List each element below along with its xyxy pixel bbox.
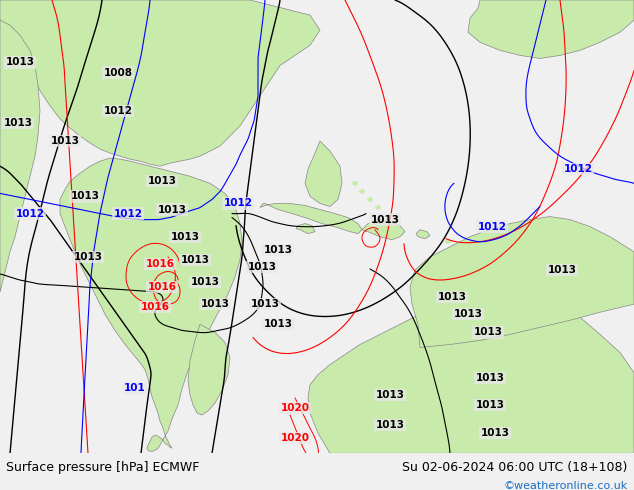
Text: 101: 101 [124, 383, 146, 393]
Polygon shape [416, 230, 430, 239]
Text: 1008: 1008 [103, 68, 133, 77]
Polygon shape [362, 220, 405, 240]
Text: 1012: 1012 [113, 209, 143, 219]
Text: 1013: 1013 [264, 319, 292, 329]
Text: Surface pressure [hPa] ECMWF: Surface pressure [hPa] ECMWF [6, 461, 200, 474]
Text: 1013: 1013 [437, 292, 467, 302]
Text: 1012: 1012 [477, 221, 507, 232]
Polygon shape [188, 324, 230, 415]
Text: 1013: 1013 [474, 327, 503, 338]
Text: 1013: 1013 [157, 204, 186, 215]
Text: 1012: 1012 [224, 198, 252, 208]
Polygon shape [308, 284, 634, 453]
Text: 1013: 1013 [548, 265, 576, 275]
Text: 1020: 1020 [280, 433, 309, 443]
Text: 1013: 1013 [51, 136, 79, 146]
Text: 1013: 1013 [476, 400, 505, 410]
Text: 1013: 1013 [250, 299, 280, 309]
Text: 1013: 1013 [375, 390, 404, 400]
Text: 1012: 1012 [103, 106, 133, 116]
Ellipse shape [359, 189, 365, 194]
Text: 1013: 1013 [476, 373, 505, 383]
Polygon shape [260, 203, 362, 234]
Text: ©weatheronline.co.uk: ©weatheronline.co.uk [503, 481, 628, 490]
Ellipse shape [458, 262, 462, 266]
Ellipse shape [453, 250, 458, 253]
Ellipse shape [460, 275, 465, 278]
Text: 1013: 1013 [74, 252, 103, 262]
Ellipse shape [368, 197, 373, 201]
Text: 1013: 1013 [181, 255, 209, 265]
Text: 1013: 1013 [247, 262, 276, 272]
Ellipse shape [464, 321, 472, 327]
Text: 1013: 1013 [70, 192, 100, 201]
Text: 1013: 1013 [148, 176, 176, 186]
Text: 1016: 1016 [145, 259, 174, 269]
Text: 1016: 1016 [141, 302, 169, 312]
Ellipse shape [375, 205, 380, 210]
Polygon shape [296, 223, 315, 234]
Text: 1013: 1013 [4, 118, 32, 128]
Text: 1013: 1013 [6, 57, 34, 68]
Text: 1012: 1012 [15, 209, 44, 219]
Polygon shape [410, 217, 634, 347]
Text: 1016: 1016 [148, 282, 176, 292]
Text: 1013: 1013 [200, 299, 230, 309]
Text: 1013: 1013 [375, 420, 404, 430]
Polygon shape [305, 141, 342, 206]
Text: 1013: 1013 [370, 215, 399, 224]
Ellipse shape [445, 240, 451, 244]
Polygon shape [468, 0, 634, 58]
Polygon shape [0, 0, 320, 166]
Polygon shape [0, 20, 40, 292]
Text: 1013: 1013 [481, 428, 510, 438]
Text: 1020: 1020 [280, 403, 309, 413]
Text: 1013: 1013 [264, 245, 292, 255]
Text: 1013: 1013 [453, 309, 482, 319]
Ellipse shape [455, 312, 461, 317]
Ellipse shape [460, 291, 465, 294]
Text: 1012: 1012 [564, 164, 593, 174]
Text: Su 02-06-2024 06:00 UTC (18+108): Su 02-06-2024 06:00 UTC (18+108) [403, 461, 628, 474]
Ellipse shape [353, 181, 358, 185]
Polygon shape [60, 158, 242, 451]
Text: 1013: 1013 [171, 232, 200, 242]
Text: 1013: 1013 [190, 277, 219, 287]
